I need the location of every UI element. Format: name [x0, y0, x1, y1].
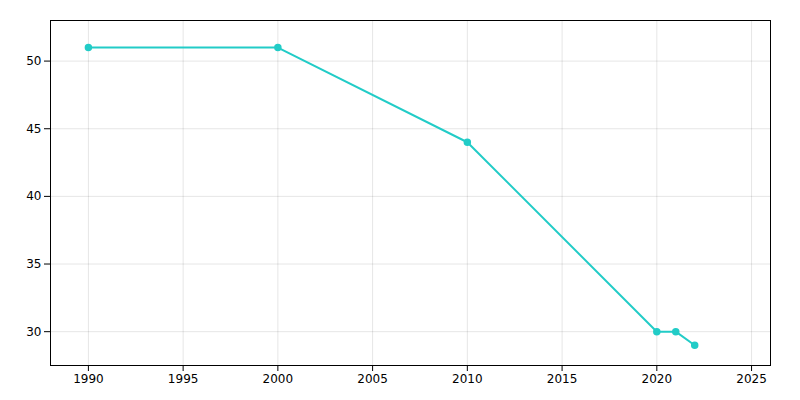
svg-text:2005: 2005 — [357, 372, 388, 386]
svg-text:45: 45 — [26, 122, 41, 136]
svg-text:2020: 2020 — [642, 372, 673, 386]
svg-text:2025: 2025 — [736, 372, 767, 386]
svg-text:40: 40 — [26, 189, 41, 203]
svg-text:1990: 1990 — [73, 372, 104, 386]
svg-text:1995: 1995 — [168, 372, 199, 386]
svg-text:2000: 2000 — [263, 372, 294, 386]
svg-text:2015: 2015 — [547, 372, 578, 386]
svg-text:50: 50 — [26, 54, 41, 68]
svg-text:30: 30 — [26, 325, 41, 339]
svg-text:35: 35 — [26, 257, 41, 271]
svg-text:2010: 2010 — [452, 372, 483, 386]
